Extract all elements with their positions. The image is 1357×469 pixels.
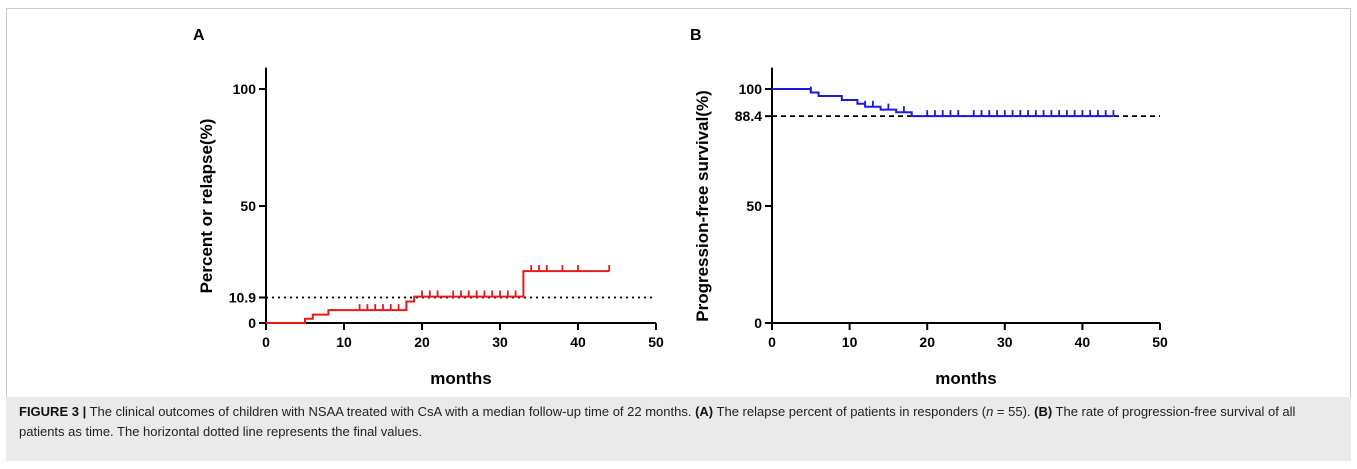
x-tick-label: 50: [1152, 334, 1168, 350]
chart-panel-b: B 0 10 20 30 40 50 0 50 88.4 100 months Progression-…: [690, 27, 1168, 388]
x-tick-label: 10: [842, 334, 858, 350]
caption-a-label: (A): [695, 404, 714, 419]
panel-label: A: [193, 27, 205, 44]
x-tick-label: 20: [919, 334, 935, 350]
survival-step-line: [772, 88, 1114, 118]
x-axis-label: months: [430, 369, 491, 388]
panel-label: B: [690, 27, 702, 44]
survival-step-line: [266, 270, 610, 324]
chart-panel-a: A 0 10 20 30 40 50 0 10.9 50 100 months Percent or r…: [193, 27, 664, 388]
caption-n-var: n: [986, 404, 994, 419]
caption-text-2: The relapse percent of patients in respo…: [713, 404, 987, 419]
x-tick-label: 50: [648, 334, 664, 350]
caption-text-1: The clinical outcomes of children with N…: [86, 404, 696, 419]
y-tick-label: 10.9: [229, 289, 256, 305]
caption-label: FIGURE 3 |: [19, 404, 87, 419]
x-axis-label: months: [935, 369, 996, 388]
y-tick-label: 0: [754, 315, 762, 331]
y-tick-label: 100: [233, 81, 257, 97]
caption-text-4: The rate of progression-free survival of…: [19, 404, 1296, 439]
x-tick-label: 20: [414, 334, 430, 350]
y-axis-label: Progression-free survival(%): [693, 90, 712, 321]
x-tick-label: 10: [336, 334, 352, 350]
y-tick-label: 100: [739, 81, 763, 97]
x-tick-label: 0: [262, 334, 270, 350]
y-tick-label: 50: [746, 198, 762, 214]
y-tick-label: 50: [240, 198, 256, 214]
x-tick-label: 40: [1075, 334, 1091, 350]
figure-caption: FIGURE 3 | The clinical outcomes of chil…: [6, 397, 1351, 461]
x-tick-label: 30: [997, 334, 1013, 350]
y-tick-label: 88.4: [735, 108, 762, 124]
caption-text-3: = 55).: [993, 404, 1035, 419]
x-tick-label: 40: [570, 334, 586, 350]
x-tick-label: 30: [492, 334, 508, 350]
y-axis-label: Percent or relapse(%): [197, 119, 216, 294]
y-tick-label: 0: [248, 315, 256, 331]
x-tick-label: 0: [768, 334, 776, 350]
caption-b-label: (B): [1034, 404, 1053, 419]
